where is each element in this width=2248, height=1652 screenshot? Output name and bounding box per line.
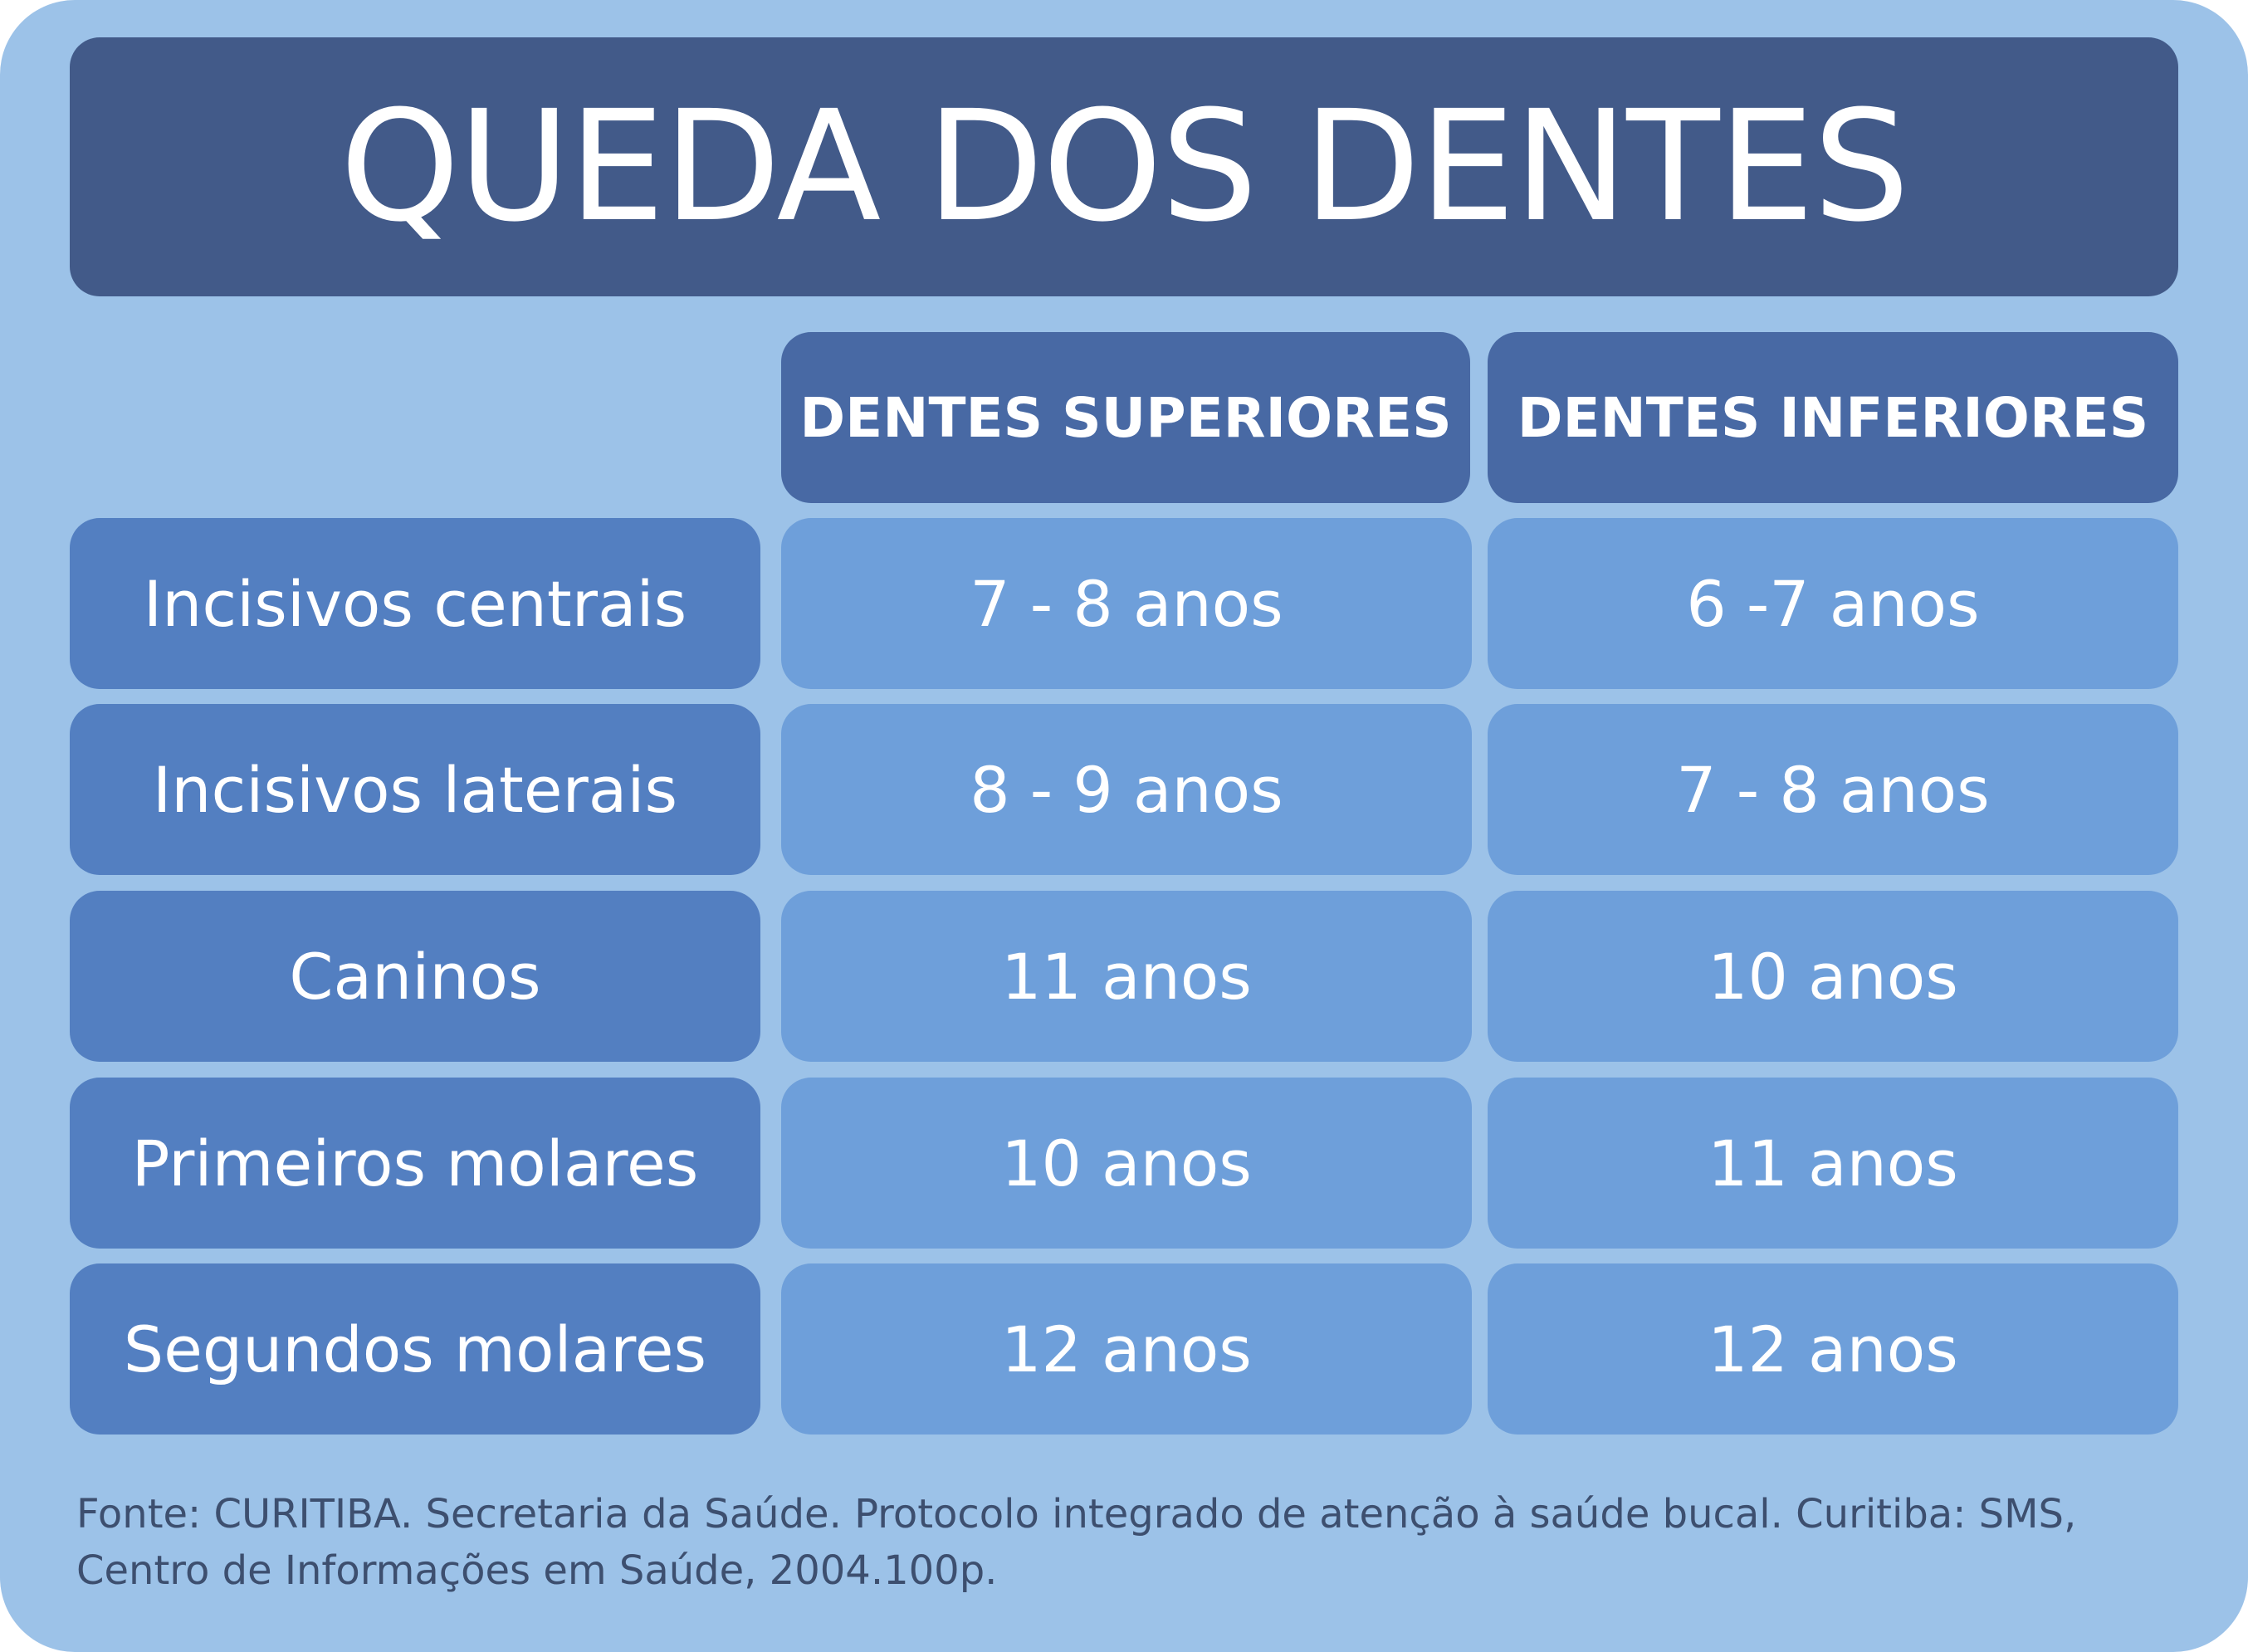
cell-lower-segundos-molares: 12 anos [1488, 1263, 2178, 1435]
cell-upper-caninos: 11 anos [781, 891, 1472, 1062]
cell-lower-primeiros-molares: 11 anos [1488, 1078, 2178, 1249]
source-line-2: Centro de Informações em Saúde, 2004.100… [76, 1547, 998, 1594]
cell-lower-incisivos-laterais: 7 - 8 anos [1488, 704, 2178, 875]
source-citation: Fonte: CURITIBA. Secretaria da Saúde. Pr… [76, 1486, 2185, 1599]
column-header-upper: DENTES SUPERIORES [781, 332, 1470, 503]
row-label-incisivos-laterais: Incisivos laterais [70, 704, 760, 875]
source-line-1: Fonte: CURITIBA. Secretaria da Saúde. Pr… [76, 1491, 2077, 1537]
row-label-segundos-molares: Segundos molares [70, 1263, 760, 1435]
cell-lower-incisivos-centrais: 6 -7 anos [1488, 518, 2178, 689]
cell-lower-caninos: 10 anos [1488, 891, 2178, 1062]
title-banner: QUEDA DOS DENTES [70, 37, 2178, 296]
cell-upper-segundos-molares: 12 anos [781, 1263, 1472, 1435]
column-header-lower: DENTES INFERIORES [1488, 332, 2178, 503]
page-title: QUEDA DOS DENTES [340, 78, 1909, 256]
row-label-incisivos-centrais: Incisivos centrais [70, 518, 760, 689]
cell-upper-incisivos-centrais: 7 - 8 anos [781, 518, 1472, 689]
row-label-primeiros-molares: Primeiros molares [70, 1078, 760, 1249]
row-label-caninos: Caninos [70, 891, 760, 1062]
cell-upper-incisivos-laterais: 8 - 9 anos [781, 704, 1472, 875]
cell-upper-primeiros-molares: 10 anos [781, 1078, 1472, 1249]
